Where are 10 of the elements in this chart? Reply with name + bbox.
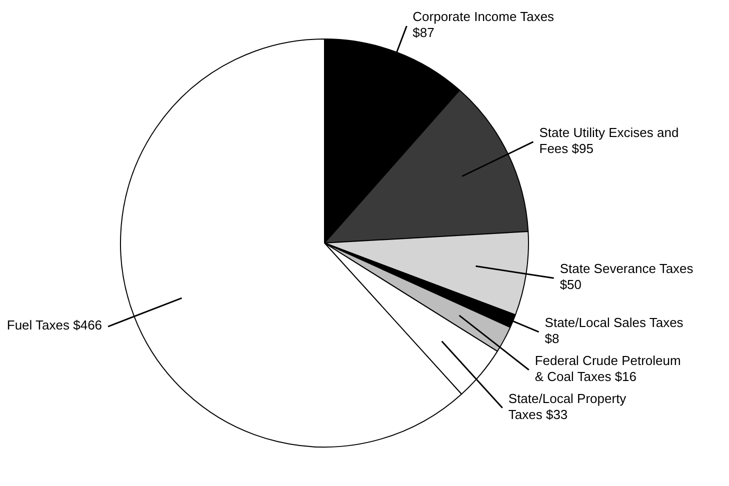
slice-label: State/Local Property Taxes $33 [508, 390, 627, 422]
data-label: $87 [412, 25, 434, 40]
data-label: $50 [560, 277, 582, 292]
slice-label: State/Local Sales Taxes [544, 314, 684, 330]
slice-label: Fuel Taxes $466 [6, 318, 102, 333]
slice-label: Federal Crude Petroleum & Coal Taxes $16 [534, 352, 681, 384]
data-label: $8 [544, 330, 560, 346]
slice-label: Corporate Income Taxes [412, 9, 555, 24]
slice-label: State Severance Taxes [560, 261, 694, 276]
slice-label: State Utility Excises and Fees $95 [539, 124, 679, 156]
